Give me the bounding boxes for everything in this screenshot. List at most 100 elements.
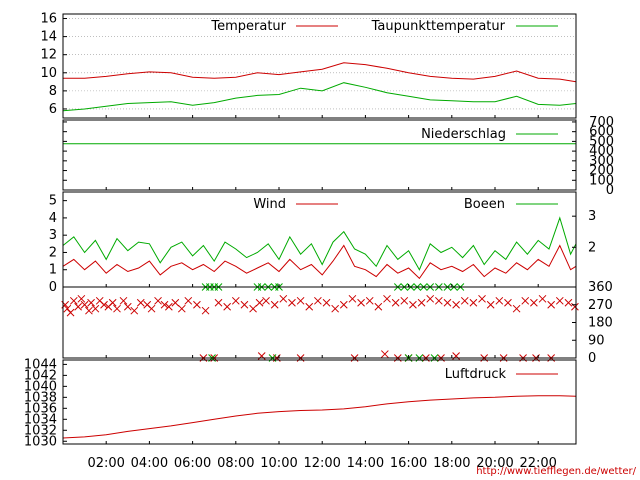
ytick-label-precipitation: 600 [589, 125, 614, 140]
wind-direction-marker [417, 298, 426, 307]
wind-direction-marker [296, 296, 305, 305]
wind-direction-marker [147, 304, 156, 313]
right-tick-label-wind-direction: 270 [588, 298, 613, 313]
ytick-label-precipitation: 400 [589, 144, 614, 159]
wind-direction-marker [512, 304, 521, 313]
legend-label-boeen: Boeen [464, 197, 505, 212]
wind-direction-marker [87, 298, 95, 307]
wind-direction-marker [564, 298, 573, 307]
series-line-temperatur [63, 62, 577, 83]
ytick-label-precipitation: 300 [589, 154, 614, 169]
ytick-label-wind: 3 [49, 228, 57, 243]
panel-frame-pressure [62, 359, 577, 445]
wind-direction-marker [279, 294, 288, 303]
series-line-wind [62, 244, 577, 280]
ytick-label-temperature: 8 [49, 84, 57, 99]
wind-direction-marker [164, 302, 173, 311]
wind-direction-marker [262, 296, 270, 305]
ytick-label-temperature: 6 [49, 102, 57, 117]
wind-direction-marker [231, 296, 240, 305]
wind-direction-marker [486, 300, 495, 309]
wind-direction-marker [452, 300, 460, 309]
wind-direction-marker [77, 294, 86, 303]
ytick-label-pressure: 1042 [24, 368, 57, 383]
wind-direction-marker [255, 298, 264, 307]
wind-direction-marker [201, 306, 210, 315]
wind-direction-marker [374, 302, 383, 311]
wind-direction-marker [69, 296, 78, 305]
xtick-label: 20:00 [476, 456, 513, 471]
ytick-label-wind: 2 [49, 245, 57, 260]
ytick-label-pressure: 1040 [24, 379, 57, 394]
xtick-label: 04:00 [131, 456, 168, 471]
ytick-label-precipitation: 100 [589, 173, 614, 188]
series-line-taupunkttemperatur [62, 82, 577, 112]
wind-direction-marker [495, 296, 504, 305]
wind-direction-marker [380, 350, 389, 358]
wind-direction-marker [434, 296, 443, 305]
wind-direction-marker [193, 300, 201, 309]
ytick-label-precipitation: 0 [606, 183, 614, 198]
wind-direction-marker [66, 308, 75, 317]
wind-direction-marker [538, 294, 547, 303]
wind-direction-marker [460, 296, 469, 305]
wind-direction-marker [322, 298, 331, 307]
ytick-label-temperature: 14 [40, 30, 57, 45]
wind-direction-marker [184, 296, 193, 305]
wind-direction-marker [339, 300, 348, 309]
legend-label-wind: Wind [253, 197, 286, 212]
xtick-label: 18:00 [433, 456, 470, 471]
wind-direction-marker [357, 298, 365, 307]
ytick-label-wind: 1 [49, 263, 57, 278]
xtick-label: 22:00 [519, 456, 556, 471]
ytick-label-wind: 4 [49, 211, 57, 226]
wind-direction-marker [547, 300, 556, 309]
ytick-label-pressure: 1044 [24, 357, 57, 372]
wind-direction-marker [314, 296, 322, 305]
right-tick-label-wind-direction: 360 [588, 280, 613, 295]
credit-url: http://www.tiefflegen.de/wetter/ [476, 466, 636, 477]
wind-direction-marker [108, 298, 117, 307]
wind-direction-marker [130, 306, 139, 315]
legend-label-taupunkttemperatur: Taupunkttemperatur [371, 19, 506, 34]
panel-frame-precipitation [62, 119, 577, 191]
ytick-label-precipitation: 200 [589, 164, 614, 179]
wind-direction-marker [249, 304, 257, 313]
wind-direction-marker [555, 296, 564, 305]
wind-direction-marker [177, 304, 186, 313]
ytick-label-temperature: 16 [40, 12, 57, 27]
legend-label-luftdruck: Luftdruck [445, 367, 507, 382]
right-tick-label-wind: 2 [588, 240, 596, 255]
xtick-label: 02:00 [87, 456, 124, 471]
wind-direction-marker [74, 302, 82, 311]
xtick-label: 16:00 [390, 456, 427, 471]
right-tick-label-wind-direction: 180 [588, 316, 613, 331]
wind-direction-marker [530, 298, 538, 307]
wind-direction-marker [365, 296, 374, 305]
wind-direction-marker [331, 304, 340, 313]
ytick-label-temperature: 10 [40, 66, 57, 81]
wind-direction-marker [160, 300, 169, 309]
wind-direction-marker [240, 300, 249, 309]
legend-label-temperatur: Temperatur [210, 19, 286, 34]
wind-direction-marker [409, 300, 417, 309]
xtick-label: 12:00 [303, 456, 340, 471]
wind-direction-marker [383, 294, 391, 303]
xtick-label: 08:00 [217, 456, 254, 471]
series-line-luftdruck [62, 395, 577, 439]
wind-direction-marker [348, 294, 357, 303]
ytick-label-wind: 5 [49, 194, 57, 209]
xtick-label: 10:00 [260, 456, 297, 471]
panel-frame-temperature [62, 13, 577, 119]
wind-direction-marker [100, 300, 108, 309]
wind-direction-marker [171, 298, 180, 307]
wind-direction-marker [91, 304, 100, 313]
ytick-label-pressure: 1030 [24, 434, 57, 449]
wind-direction-marker [123, 302, 132, 311]
wind-direction-marker [119, 296, 128, 305]
right-tick-label-wind-direction: 0 [588, 351, 596, 366]
wind-direction-marker [400, 296, 409, 305]
